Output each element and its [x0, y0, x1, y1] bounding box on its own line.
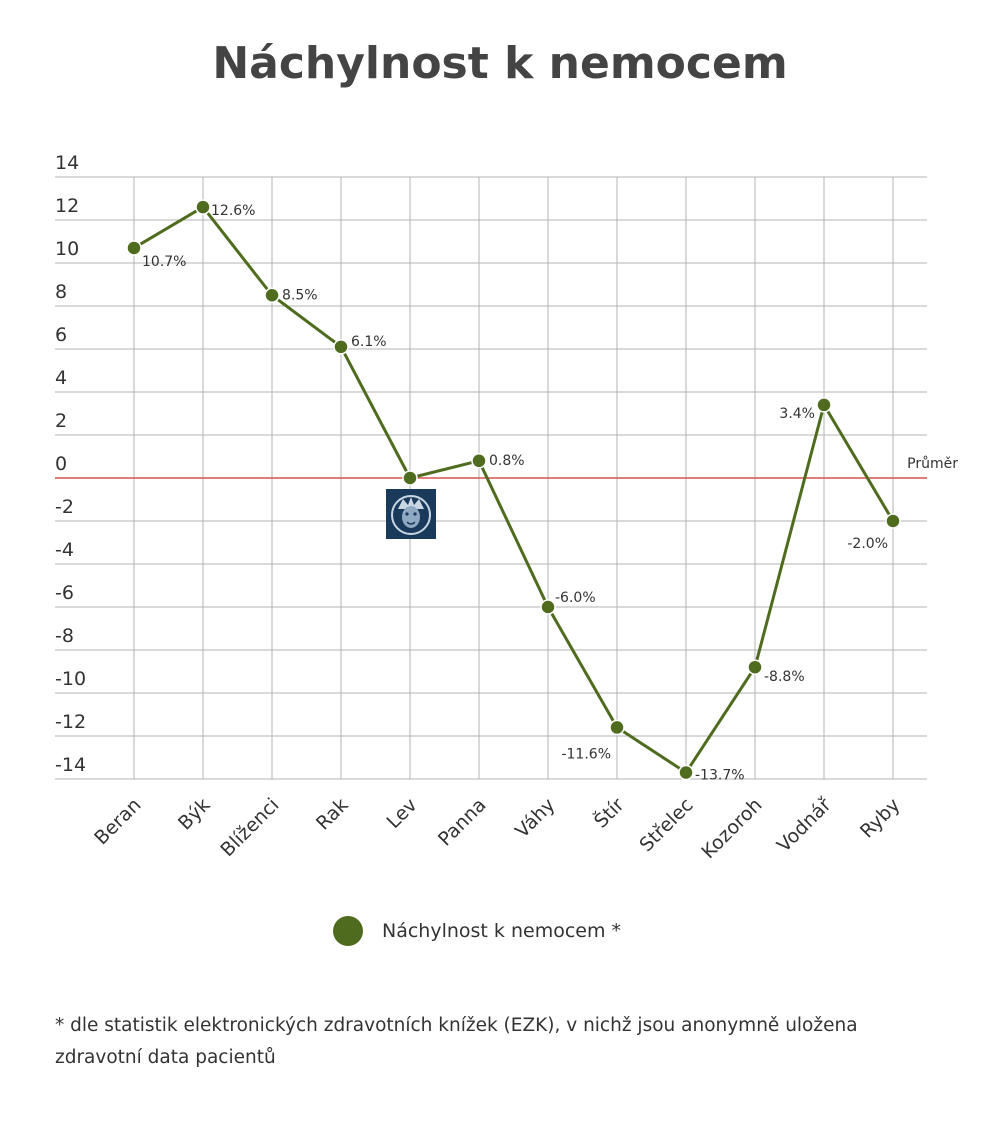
series-line: [133, 205, 895, 775]
x-tick-label: Kozoroh: [697, 794, 766, 863]
y-tick-label: 10: [55, 238, 79, 260]
y-tick-label: -6: [55, 582, 74, 604]
data-label: -2.0%: [847, 536, 888, 552]
x-tick-label: Beran: [90, 794, 145, 849]
x-tick-label: Vodnář: [773, 794, 836, 857]
y-tick-label: -12: [55, 711, 86, 733]
data-point: [678, 764, 694, 781]
footnote: * dle statistik elektronických zdravotní…: [55, 1015, 858, 1068]
y-axis-ticks: 14 12 10 8 6 4 2 0 -2 -4 -6 -8 -10 -12 -14: [55, 152, 86, 776]
y-tick-label: -4: [55, 539, 74, 561]
data-label: -13.7%: [695, 768, 745, 784]
x-axis-ticks: Beran Býk Blíženci Rak Lev Panna Váhy Štír Střel…: [90, 792, 904, 863]
line-chart: 14 12 10 8 6 4 2 0 -2 -4 -6 -8 -10 -12 -14 Beran Býk Blí…: [55, 152, 958, 863]
legend-swatch: [333, 916, 363, 946]
data-label: 12.6%: [211, 203, 255, 219]
y-tick-label: 8: [55, 281, 67, 303]
y-tick-label: -10: [55, 668, 86, 690]
data-label: 10.7%: [142, 254, 186, 270]
x-tick-label: Štír: [589, 792, 629, 832]
y-tick-label: 14: [55, 152, 79, 174]
data-point: [195, 199, 211, 215]
series-line-group: [133, 205, 895, 775]
data-point: [333, 339, 349, 355]
legend: Náchylnost k nemocem *: [333, 916, 621, 946]
data-point: [816, 397, 832, 413]
x-tick-label: Váhy: [511, 794, 559, 842]
x-tick-label: Ryby: [856, 794, 905, 843]
data-label: -6.0%: [555, 590, 596, 606]
y-tick-label: -14: [55, 754, 86, 776]
x-tick-label: Rak: [312, 794, 353, 835]
y-tick-label: 2: [55, 410, 67, 432]
data-labels: 10.7% 12.6% 8.5% 6.1% 0.8% -6.0% -11.6% -13.7% -…: [142, 203, 888, 783]
x-tick-label: Střelec: [635, 794, 697, 856]
data-point: [264, 287, 280, 303]
data-point: [747, 659, 763, 675]
data-label: 3.4%: [779, 406, 815, 422]
x-tick-label: Blíženci: [216, 794, 283, 861]
chart-title: Náchylnost k nemocem: [212, 38, 788, 89]
y-tick-label: 4: [55, 367, 67, 389]
average-line-label: Průměr: [907, 456, 958, 472]
data-label: -8.8%: [764, 669, 805, 685]
x-tick-label: Býk: [174, 794, 215, 835]
data-point: [609, 719, 625, 736]
data-point: [126, 240, 142, 256]
y-tick-label: 0: [55, 453, 67, 475]
y-tick-label: 6: [55, 324, 67, 346]
y-tick-label: 12: [55, 195, 79, 217]
data-label: 0.8%: [489, 453, 525, 469]
data-label: 6.1%: [351, 334, 387, 350]
lion-icon-group: [386, 489, 436, 539]
x-tick-label: Lev: [383, 794, 422, 833]
data-point: [885, 513, 901, 529]
legend-label: Náchylnost k nemocem *: [382, 920, 622, 942]
series-points: [126, 199, 901, 781]
data-label: -11.6%: [561, 746, 611, 762]
data-label: 8.5%: [282, 287, 318, 303]
y-tick-label: -8: [55, 625, 74, 647]
average-line-group: Průměr: [55, 456, 958, 479]
data-point: [402, 470, 418, 486]
lion-icon: [386, 489, 436, 539]
x-tick-label: Panna: [434, 794, 491, 851]
data-point: [540, 599, 556, 615]
data-point: [471, 453, 487, 469]
y-tick-label: -2: [55, 496, 74, 518]
